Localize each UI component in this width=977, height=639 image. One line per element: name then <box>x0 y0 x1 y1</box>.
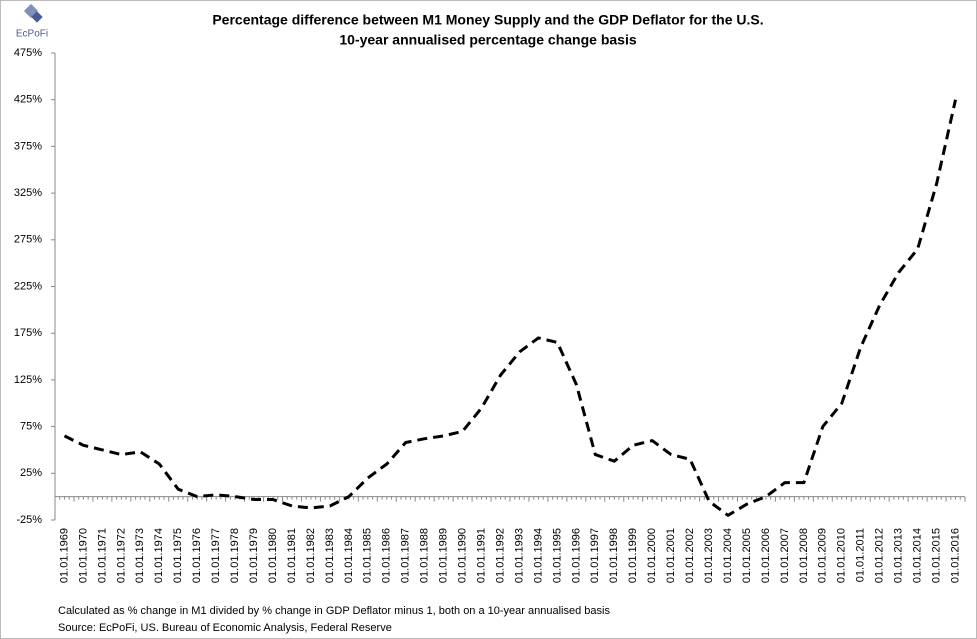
x-tick-label: 01.01.2001 <box>665 528 677 583</box>
x-tick-label: 01.01.1987 <box>400 528 412 583</box>
x-tick-label: 01.01.1994 <box>532 528 544 583</box>
data-line <box>63 99 957 517</box>
chart-subtitle: 10-year annualised percentage change bas… <box>339 32 636 48</box>
y-tick-label: 125% <box>14 374 42 386</box>
x-tick-label: 01.01.1970 <box>77 528 89 583</box>
x-tick-label: 01.01.1980 <box>267 528 279 583</box>
x-tick-label: 01.01.2008 <box>798 528 810 583</box>
y-tick-label: 25% <box>20 467 42 479</box>
x-tick-label: 01.01.2015 <box>930 528 942 583</box>
y-tick-label: 375% <box>14 140 42 152</box>
x-tick-label: 01.01.2004 <box>722 528 734 583</box>
x-tick-label: 01.01.1972 <box>115 528 127 583</box>
x-tick-label: 01.01.1973 <box>134 528 146 583</box>
x-tick-label: 01.01.2009 <box>817 528 829 583</box>
y-tick-label: 275% <box>14 234 42 246</box>
x-tick-label: 01.01.1991 <box>475 528 487 583</box>
x-tick-label: 01.01.1979 <box>248 528 260 583</box>
x-tick-label: 01.01.1992 <box>494 528 506 583</box>
x-tick-label: 01.01.1969 <box>58 528 70 583</box>
x-tick-label: 01.01.2002 <box>684 528 696 583</box>
x-tick-label: 01.01.1971 <box>96 528 108 583</box>
x-tick-label: 01.01.2006 <box>760 528 772 583</box>
x-tick-label: 01.01.1977 <box>210 528 222 583</box>
x-tick-label: 01.01.1998 <box>608 528 620 583</box>
x-tick-label: 01.01.2013 <box>893 528 905 583</box>
x-tick-label: 01.01.2016 <box>949 528 961 583</box>
y-tick-label: -25% <box>16 514 42 526</box>
x-tick-label: 01.01.1978 <box>229 528 241 583</box>
x-tick-label: 01.01.1975 <box>172 528 184 583</box>
y-tick-label: 175% <box>14 327 42 339</box>
y-tick-label: 75% <box>20 421 42 433</box>
x-tick-label: 01.01.1999 <box>627 528 639 583</box>
logo-icon <box>23 3 43 23</box>
y-tick-label: 225% <box>14 280 42 292</box>
chart-title: Percentage difference between M1 Money S… <box>212 12 763 28</box>
x-tick-label: 01.01.1996 <box>570 528 582 583</box>
note: Source: EcPoFi, US. Bureau of Economic A… <box>58 622 392 634</box>
x-tick-label: 01.01.1989 <box>438 528 450 583</box>
x-tick-label: 01.01.1988 <box>419 528 431 583</box>
x-tick-label: 01.01.1993 <box>513 528 525 583</box>
y-tick-label: 475% <box>14 47 42 59</box>
y-tick-label: 325% <box>14 187 42 199</box>
x-tick-label: 01.01.1984 <box>343 528 355 583</box>
x-tick-label: 01.01.2000 <box>646 528 658 583</box>
x-tick-label: 01.01.2005 <box>741 528 753 583</box>
x-tick-label: 01.01.1995 <box>551 528 563 583</box>
x-tick-label: 01.01.1986 <box>381 528 393 583</box>
x-tick-label: 01.01.2007 <box>779 528 791 583</box>
x-tick-label: 01.01.1990 <box>457 528 469 583</box>
x-tick-label: 01.01.1981 <box>286 528 298 583</box>
x-tick-label: 01.01.1976 <box>191 528 203 583</box>
x-tick-label: 01.01.2011 <box>855 528 867 582</box>
y-tick-label: 425% <box>14 94 42 106</box>
x-tick-label: 01.01.1997 <box>589 528 601 583</box>
x-tick-label: 01.01.1974 <box>153 528 165 583</box>
x-tick-label: 01.01.2012 <box>874 528 886 583</box>
x-tick-label: 01.01.2003 <box>703 528 715 583</box>
x-tick-label: 01.01.1985 <box>362 528 374 583</box>
x-tick-label: 01.01.2010 <box>836 528 848 583</box>
note: Calculated as % change in M1 divided by … <box>58 605 610 617</box>
x-tick-label: 01.01.2014 <box>912 528 924 583</box>
logo-text: EcPoFi <box>16 29 48 40</box>
x-tick-label: 01.01.1983 <box>324 528 336 583</box>
x-tick-label: 01.01.1982 <box>305 528 317 583</box>
